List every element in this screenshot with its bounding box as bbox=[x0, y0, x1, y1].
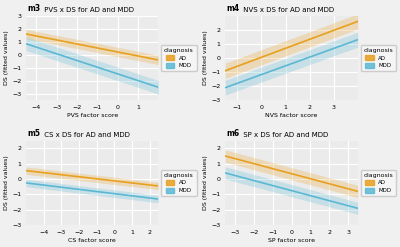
Text: SP x DS for AD and MDD: SP x DS for AD and MDD bbox=[241, 132, 328, 138]
Y-axis label: DS (fitted values): DS (fitted values) bbox=[204, 156, 208, 210]
X-axis label: NVS factor score: NVS factor score bbox=[265, 113, 318, 118]
X-axis label: PVS factor score: PVS factor score bbox=[67, 113, 118, 118]
X-axis label: CS factor score: CS factor score bbox=[68, 238, 116, 243]
Legend: AD, MDD: AD, MDD bbox=[360, 45, 396, 71]
X-axis label: SP factor score: SP factor score bbox=[268, 238, 315, 243]
Y-axis label: DS (fitted values): DS (fitted values) bbox=[4, 156, 9, 210]
Text: PVS x DS for AD and MDD: PVS x DS for AD and MDD bbox=[42, 7, 134, 13]
Legend: AD, MDD: AD, MDD bbox=[161, 45, 196, 71]
Y-axis label: DS (fitted values): DS (fitted values) bbox=[204, 31, 208, 85]
Text: m6: m6 bbox=[227, 129, 240, 138]
Text: m3: m3 bbox=[27, 4, 40, 13]
Text: m5: m5 bbox=[27, 129, 40, 138]
Legend: AD, MDD: AD, MDD bbox=[360, 170, 396, 196]
Text: m4: m4 bbox=[227, 4, 240, 13]
Text: NVS x DS for AD and MDD: NVS x DS for AD and MDD bbox=[241, 7, 334, 13]
Legend: AD, MDD: AD, MDD bbox=[161, 170, 196, 196]
Y-axis label: DS (fitted values): DS (fitted values) bbox=[4, 31, 9, 85]
Text: CS x DS for AD and MDD: CS x DS for AD and MDD bbox=[42, 132, 130, 138]
